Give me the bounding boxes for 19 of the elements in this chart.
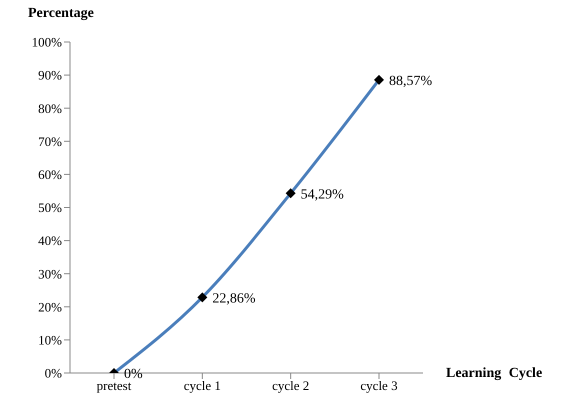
y-tick-label: 80% xyxy=(38,100,62,116)
x-tick-label: cycle 2 xyxy=(272,378,310,394)
y-tick-label: 10% xyxy=(38,332,62,348)
x-tick-label: cycle 3 xyxy=(360,378,398,394)
data-label: 88,57% xyxy=(389,74,432,89)
y-tick-label: 0% xyxy=(44,366,62,381)
y-tick-label: 90% xyxy=(38,68,62,83)
y-tick-label: 20% xyxy=(38,299,62,314)
y-tick-label: 100% xyxy=(32,34,62,50)
y-tick-label: 30% xyxy=(38,266,62,282)
y-tick-label: 60% xyxy=(38,167,62,182)
y-axis-title: Percentage xyxy=(28,6,94,22)
y-tick-label: 70% xyxy=(38,134,62,149)
x-axis-title: Learning Cycle xyxy=(446,366,542,382)
data-label: 54,29% xyxy=(300,187,344,202)
y-tick-label: 50% xyxy=(38,200,62,216)
y-tick-label: 40% xyxy=(38,233,62,248)
data-label: 22,86% xyxy=(212,291,256,306)
x-tick-label: cycle 1 xyxy=(184,378,221,394)
